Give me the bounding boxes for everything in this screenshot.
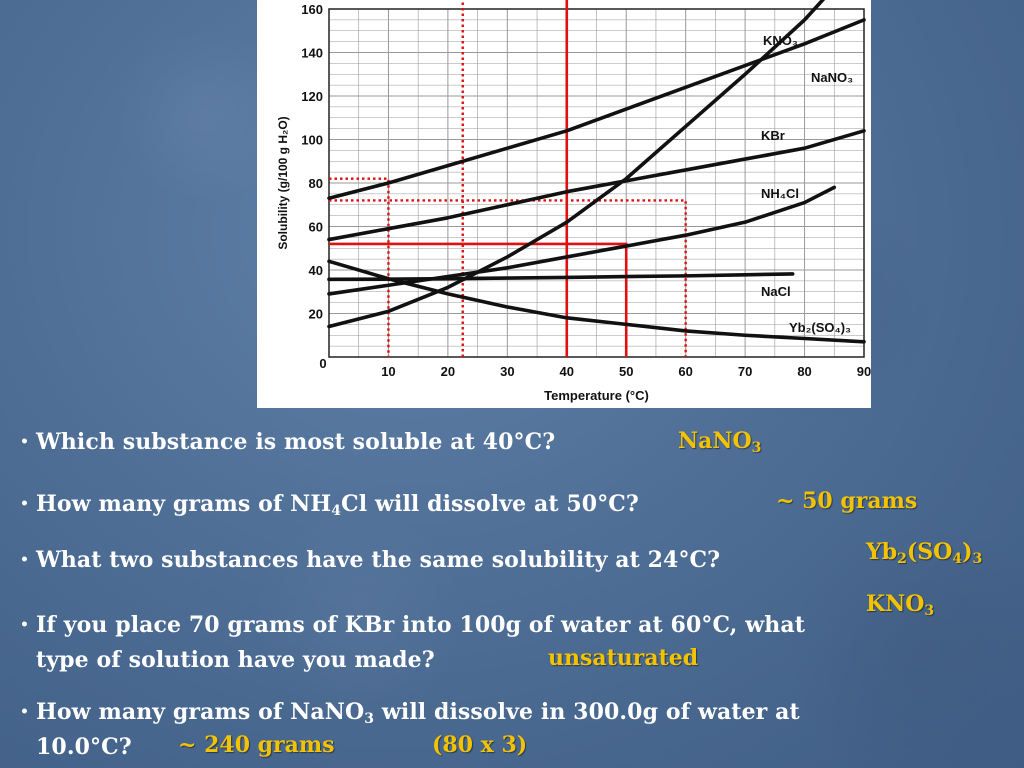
y-tick-label: 20 [309, 307, 323, 322]
series-label: NH₄Cl [761, 186, 799, 201]
series-line [327, 272, 795, 282]
answer-3b-subscript: 3 [924, 603, 935, 619]
x-tick-label: 10 [381, 364, 395, 379]
bullet: • [20, 704, 30, 720]
y-tick-label: 80 [309, 176, 323, 191]
series-label: NaNO₃ [811, 70, 853, 85]
answer-5b: (80 x 3) [432, 732, 528, 758]
answer-1-text: NaNO [678, 428, 752, 454]
x-tick-label: 20 [441, 364, 455, 379]
question-3: • What two substances have the same solu… [20, 543, 721, 578]
guide-line-dotted [329, 177, 390, 357]
answer-1-subscript: 3 [751, 440, 762, 456]
answer-1: NaNO3 [678, 427, 761, 455]
bullet: • [20, 552, 30, 568]
series-line [327, 185, 837, 296]
answer-3a-part-3: ) [962, 539, 973, 565]
answer-3a-sub-3: 3 [972, 551, 983, 567]
series-label: KNO₃ [763, 33, 798, 48]
question-3-text: What two substances have the same solubi… [36, 547, 721, 573]
series-line [327, 0, 826, 329]
answer-2: ~ 50 grams [776, 488, 918, 514]
x-tick-label: 30 [500, 364, 514, 379]
y-tick-label: 140 [301, 46, 323, 61]
question-4-line-2: type of solution have you made? [36, 647, 435, 673]
bullet: • [20, 496, 30, 512]
bullet: • [20, 434, 30, 450]
answer-3a-part-2: (SO [906, 539, 953, 565]
x-tick-label: 70 [738, 364, 752, 379]
series-line [327, 129, 866, 242]
y-tick-label: 120 [301, 89, 323, 104]
answer-4: unsaturated [548, 645, 699, 671]
y-tick-label: 60 [309, 220, 323, 235]
y-tick-label: 40 [309, 263, 323, 278]
x-tick-label: 50 [619, 364, 633, 379]
answer-3a-sub-2: 4 [952, 551, 963, 567]
question-4: • If you place 70 grams of KBr into 100g… [20, 608, 805, 678]
answer-3b-text: KNO [866, 591, 925, 617]
series-line [327, 18, 866, 201]
question-5-text: How many grams of NaNO [36, 699, 365, 725]
answer-3a-part-1: Yb [866, 539, 898, 565]
question-1: • Which substance is most soluble at 40°… [20, 425, 556, 460]
question-2-subscript: 4 [331, 503, 342, 519]
x-tick-label: 0 [319, 356, 326, 371]
series-label: KBr [761, 128, 785, 143]
answer-3a-sub-1: 2 [897, 551, 907, 567]
x-tick-label: 80 [797, 364, 811, 379]
bullet: • [20, 617, 30, 633]
x-tick-label: 90 [857, 364, 871, 379]
solubility-chart: KNO₃ NaNO₃ KBr NH₄Cl NaCl Yb₂(SO₄)₃ 0 10 20 30 40 5… [257, 0, 871, 408]
y-tick-label: 160 [301, 2, 323, 17]
series-label: Yb₂(SO₄)₃ [789, 320, 851, 335]
answer-5a: ~ 240 grams [178, 732, 335, 758]
answer-3b: KNO3 [866, 590, 934, 618]
x-axis-label: Temperature (°C) [544, 388, 649, 403]
question-5-text-end: will dissolve in 300.0g of water at [374, 699, 800, 725]
question-2: • How many grams of NH4Cl will dissolve … [20, 487, 639, 522]
x-tick-label: 60 [678, 364, 692, 379]
plot-frame [328, 8, 865, 358]
series-label: NaCl [761, 284, 791, 299]
series-line [327, 259, 866, 344]
question-5: • How many grams of NaNO3 will dissolve … [20, 695, 800, 765]
question-5-line-2: 10.0°C? [36, 734, 132, 760]
chart-canvas: KNO₃ NaNO₃ KBr NH₄Cl NaCl Yb₂(SO₄)₃ 0 10 20 30 40 5… [276, 0, 871, 403]
question-2-text-end: Cl will dissolve at 50°C? [341, 491, 639, 517]
y-tick-label: 100 [301, 133, 323, 148]
y-axis-label: Solubility (g/100 g H₂O) [276, 116, 290, 249]
question-1-text: Which substance is most soluble at 40°C? [36, 429, 556, 455]
question-4-line-1: If you place 70 grams of KBr into 100g o… [36, 612, 805, 638]
guide-line-solid [329, 242, 628, 357]
x-tick-label: 40 [560, 364, 574, 379]
question-5-subscript: 3 [364, 711, 375, 727]
question-2-text: How many grams of NH [36, 491, 332, 517]
answer-3a: Yb2(SO4)3 [866, 538, 982, 566]
